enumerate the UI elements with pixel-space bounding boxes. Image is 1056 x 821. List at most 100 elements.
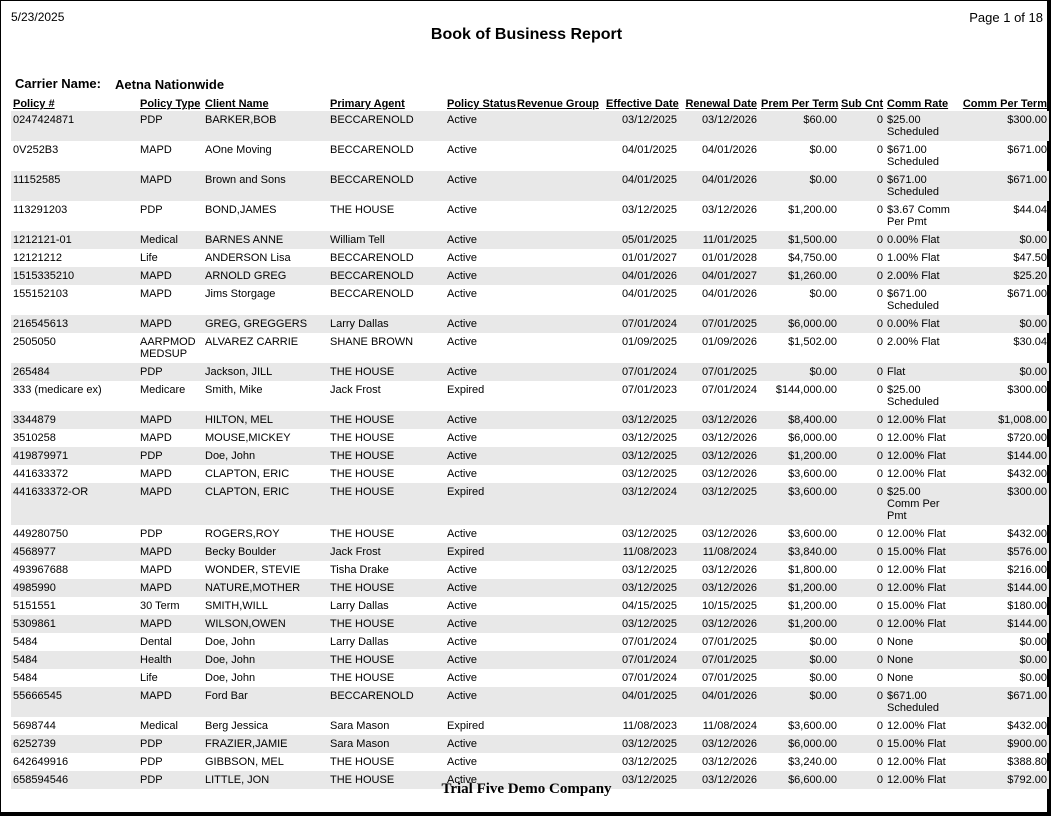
table-cell: None bbox=[887, 672, 914, 684]
table-cell: $0.00 bbox=[957, 651, 1049, 669]
table-cell: MOUSE,MICKEY bbox=[205, 432, 291, 444]
table-row: 419879971 PDP Doe, John THE HOUSE Active 03/1… bbox=[11, 447, 1049, 465]
table-cell: $3,240.00 bbox=[788, 756, 837, 768]
table-cell: $3,600.00 bbox=[788, 528, 837, 540]
table-row: 11152585 MAPD Brown and Sons BECCARENOLD Act… bbox=[11, 171, 1049, 201]
table-cell: 07/01/2024 bbox=[701, 384, 757, 396]
table-row: 0V252B3 MAPD AOne Moving BECCARENOLD Active 0… bbox=[11, 141, 1049, 171]
table-cell: $0.00 bbox=[1019, 636, 1047, 648]
table-cell: $0.00 bbox=[759, 651, 839, 669]
table-cell: $144.00 bbox=[957, 615, 1049, 633]
table-cell: MAPD bbox=[138, 579, 203, 597]
table-cell: 5309861 bbox=[11, 615, 138, 633]
table-cell: Active bbox=[447, 564, 477, 576]
table-cell: Active bbox=[447, 252, 477, 264]
table-cell: HILTON, MEL bbox=[203, 411, 328, 429]
table-cell: 07/01/2024 bbox=[621, 636, 677, 648]
table-cell: 441633372-OR bbox=[11, 483, 138, 525]
column-header: Client Name bbox=[205, 98, 269, 110]
table-cell: Sara Mason bbox=[330, 720, 390, 732]
table-cell: PDP bbox=[138, 447, 203, 465]
table-cell: Expired bbox=[445, 483, 515, 525]
table-cell: Larry Dallas bbox=[330, 636, 389, 648]
table-cell: Active bbox=[447, 468, 477, 480]
table-row: 155152103 MAPD Jims Storgage BECCARENOLD Act… bbox=[11, 285, 1049, 315]
table-cell: $432.00 bbox=[1007, 720, 1047, 732]
table-cell: 0 bbox=[876, 600, 883, 612]
table-cell: Smith, Mike bbox=[205, 384, 263, 396]
table-cell: 03/12/2026 bbox=[701, 564, 757, 576]
column-header: Primary Agent bbox=[330, 98, 405, 110]
table-cell: 07/01/2025 bbox=[701, 672, 757, 684]
table-cell: 0 bbox=[839, 615, 885, 633]
table-cell: $60.00 bbox=[759, 111, 839, 141]
table-body: 0247424871 PDP BARKER,BOB BECCARENOLD Active… bbox=[11, 111, 1049, 789]
table-cell: 04/01/2027 bbox=[679, 267, 759, 285]
table-cell: $671.00 Scheduled bbox=[887, 144, 939, 168]
revenue-group-cell bbox=[515, 249, 604, 267]
revenue-group-cell bbox=[515, 651, 604, 669]
table-cell: 03/12/2024 bbox=[604, 483, 679, 525]
table-cell: 03/12/2025 bbox=[604, 771, 679, 789]
table-cell: 5484 bbox=[11, 651, 138, 669]
table-cell: 15.00% Flat bbox=[887, 600, 946, 612]
table-cell: THE HOUSE bbox=[328, 411, 445, 429]
table-cell: THE HOUSE bbox=[328, 651, 445, 669]
table-cell: GIBBSON, MEL bbox=[205, 756, 284, 768]
revenue-group-cell bbox=[515, 579, 604, 597]
table-cell: 55666545 bbox=[11, 687, 138, 717]
table-cell: 0 bbox=[876, 672, 883, 684]
table-cell: $4,750.00 bbox=[788, 252, 837, 264]
table-cell: 03/12/2026 bbox=[701, 756, 757, 768]
table-cell: BECCARENOLD bbox=[330, 144, 414, 156]
table-cell: $1,260.00 bbox=[759, 267, 839, 285]
table-cell: Larry Dallas bbox=[330, 600, 389, 612]
table-row: 5484 Life Doe, John THE HOUSE Active 07/01/20… bbox=[11, 669, 1049, 687]
table-cell: Active bbox=[445, 231, 515, 249]
table-cell: 12.00% Flat bbox=[885, 579, 957, 597]
table-cell: 265484 bbox=[11, 363, 138, 381]
table-cell: 03/12/2025 bbox=[621, 756, 677, 768]
table-cell: 0 bbox=[876, 468, 883, 480]
table-cell: Active bbox=[447, 288, 477, 300]
table-cell: BECCARENOLD bbox=[330, 252, 414, 264]
table-cell: 0 bbox=[876, 564, 883, 576]
table-cell: Active bbox=[445, 687, 515, 717]
table-cell: $0.00 bbox=[957, 315, 1049, 333]
table-cell: Active bbox=[447, 528, 477, 540]
table-cell: BARNES ANNE bbox=[203, 231, 328, 249]
table-cell: 419879971 bbox=[11, 447, 138, 465]
table-cell: GREG, GREGGERS bbox=[203, 315, 328, 333]
table-cell: THE HOUSE bbox=[328, 615, 445, 633]
table-cell: $3,840.00 bbox=[759, 543, 839, 561]
table-cell: BOND,JAMES bbox=[205, 204, 277, 216]
table-cell: Active bbox=[445, 315, 515, 333]
table-cell: Life bbox=[140, 672, 158, 684]
table-cell: 216545613 bbox=[11, 315, 138, 333]
table-cell: 03/12/2025 bbox=[604, 111, 679, 141]
table-cell: $3,600.00 bbox=[759, 483, 839, 525]
table-cell: Sara Mason bbox=[328, 735, 445, 753]
table-cell: 0.00% Flat bbox=[885, 231, 957, 249]
table-cell: 07/01/2024 bbox=[604, 315, 679, 333]
revenue-group-cell bbox=[515, 201, 604, 231]
table-cell: 12.00% Flat bbox=[887, 564, 946, 576]
table-cell: 12.00% Flat bbox=[887, 756, 946, 768]
table-cell: 1212121-01 bbox=[11, 231, 138, 249]
table-cell: AARPMODMEDSUP bbox=[140, 336, 196, 360]
table-cell: 04/01/2025 bbox=[621, 288, 677, 300]
table-cell: Doe, John bbox=[203, 447, 328, 465]
table-cell: 0 bbox=[876, 756, 883, 768]
table-cell: 0 bbox=[839, 687, 885, 717]
table-cell: $25.00 Scheduled bbox=[887, 384, 939, 408]
table-cell: THE HOUSE bbox=[328, 363, 445, 381]
table-cell: 04/01/2026 bbox=[604, 267, 679, 285]
table-cell: SMITH,WILL bbox=[205, 600, 268, 612]
table-cell: Medical bbox=[138, 231, 203, 249]
table-cell: $1,200.00 bbox=[759, 615, 839, 633]
table-cell: 03/12/2025 bbox=[621, 468, 677, 480]
table-cell: ROGERS,ROY bbox=[205, 528, 280, 540]
table-cell: 0247424871 bbox=[11, 111, 138, 141]
table-cell: 03/12/2026 bbox=[701, 432, 757, 444]
revenue-group-cell bbox=[515, 171, 604, 201]
